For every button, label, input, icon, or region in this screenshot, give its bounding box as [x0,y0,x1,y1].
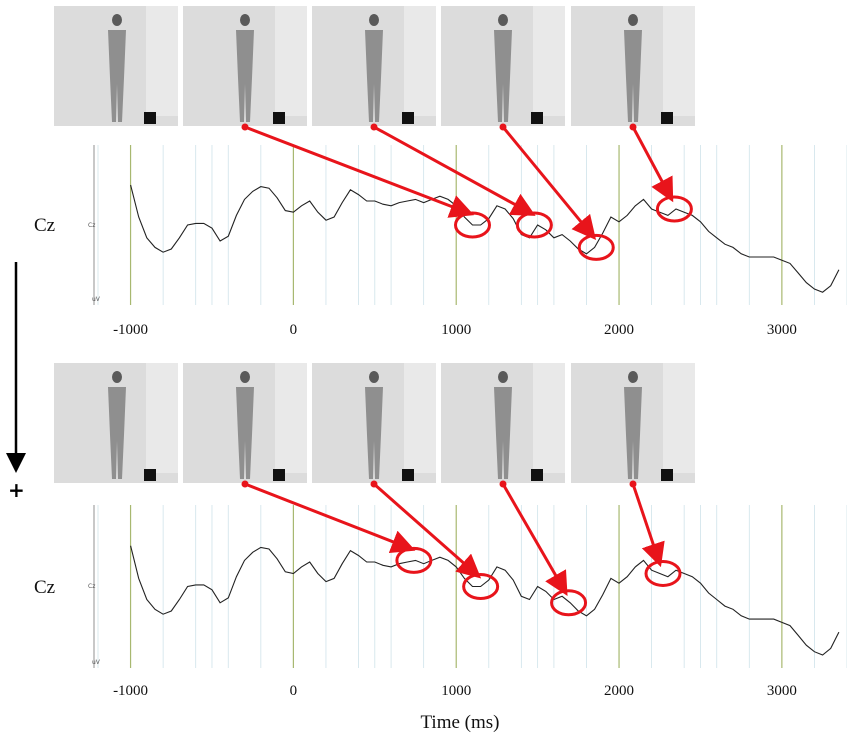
panel-1-frame-1-wall [146,6,178,116]
panel-2-small-label: Cz [88,583,96,590]
panel-2-frame-3-person [365,371,383,479]
panel-1-x-tick-label: -1000 [113,322,149,338]
panel-2-marker-arrow-4 [631,483,665,568]
panel-1-small-unit: uV [92,296,100,303]
panel-2-frame-4-bin [531,469,543,481]
panel-2-frame-1-wall [146,363,178,473]
panel-2-x-tick-label: 3000 [766,683,797,699]
panel-1-x-tick-label: 3000 [766,322,797,338]
panel-2-frame-5-bin [661,469,673,481]
panel-2-marker-arrow-3 [501,483,568,596]
panel-1-frame-4-person [494,14,512,122]
panel-2-frame-1-bin [144,469,156,481]
panel-2-small-unit: uV [92,659,100,666]
panel-1-frame-3-wall [404,6,436,116]
panel-2-frame-2-wall [275,363,307,473]
panel-1-frame-5-wall [663,6,695,116]
panel-2-frame-3-wall [404,363,436,473]
panel-1-x-tick-label: 2000 [604,322,635,338]
panel-1-frame-5-bin [661,112,673,124]
panel-2-x-tick-label: 0 [289,683,298,699]
panel-2-marker-arrow-1 [244,482,416,554]
panel-1-frame-2-wall [275,6,307,116]
panel-2-frame-1-person [108,371,126,479]
plus-sign: + [8,478,25,502]
panel-1-x-tick-label: 1000 [441,322,472,338]
panel-1-frame-2-bin [273,112,285,124]
panel-2-channel-label: Cz [34,577,56,598]
panel-1-frame-4-bin [531,112,543,124]
panel-1-marker-circle-3 [577,233,615,261]
panel-2-eeg-trace [130,545,840,656]
panel-2-x-tick-label: 2000 [604,683,635,699]
panel-1-frame-5-person [624,14,642,122]
panel-2-frame-5-person [624,371,642,479]
panel-1-frame-2-person [236,14,254,122]
panel-2-marker-circle-3 [550,589,588,617]
panel-2-x-tick-label: -1000 [113,683,149,699]
panel-1-x-tick-label: 0 [289,322,298,338]
panel-2-frame-3-bin [402,469,414,481]
panel-1-marker-arrow-1 [244,125,475,218]
panel-1-marker-arrow-2 [373,125,536,216]
panel-1-marker-circle-4 [655,195,693,223]
x-axis-title: Time (ms) [420,712,500,733]
panel-1-frame-3-bin [402,112,414,124]
panel-1-marker-arrow-4 [631,126,674,203]
panel-1-marker-arrow-3 [501,126,597,241]
panel-2-marker-arrow-2 [373,482,482,579]
panel-1-frame-3-person [365,14,383,122]
panel-1-channel-label: Cz [34,215,56,236]
panel-1-frame-1-bin [144,112,156,124]
panel-2-frame-4-person [494,371,512,479]
panel-1-eeg-trace [130,184,840,293]
panel-2-marker-circle-4 [644,559,682,587]
panel-1-frame-1-person [108,14,126,122]
panel-2-frame-4-wall [533,363,565,473]
panel-2-frame-2-person [236,371,254,479]
panel-1-marker-circle-2 [515,211,553,239]
panel-2-frame-2-bin [273,469,285,481]
panel-1-frame-4-wall [533,6,565,116]
panel-2-frame-5-wall [663,363,695,473]
panel-1-small-label: Cz [88,222,96,229]
panel-2-x-tick-label: 1000 [441,683,472,699]
